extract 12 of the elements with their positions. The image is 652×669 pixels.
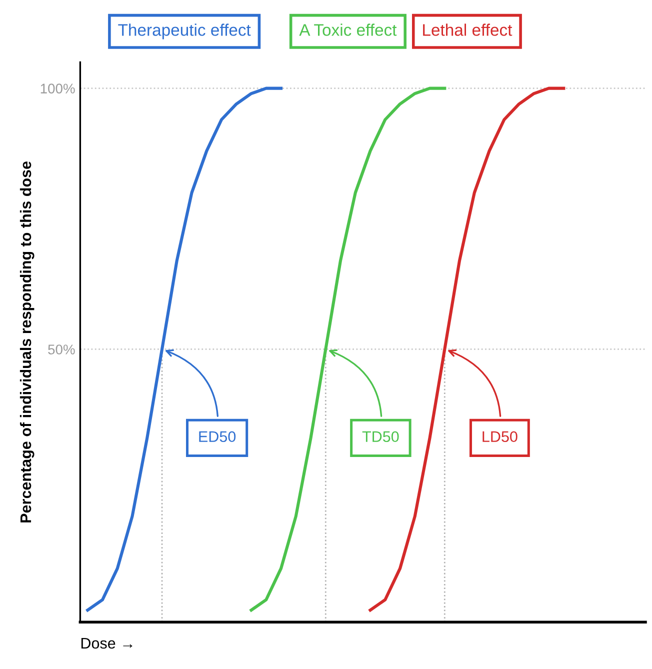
y-tick-label: 100%: [40, 84, 75, 94]
annotation: LD50: [482, 431, 518, 442]
y-tick-label: 50%: [48, 344, 75, 354]
annotation: TD50: [362, 431, 399, 442]
line-series: [250, 86, 446, 612]
text: A Toxic effect: [299, 24, 397, 36]
text: Lethal effect: [423, 24, 512, 36]
x-axis-title: Dose →: [81, 638, 132, 649]
text: Therapeutic effect: [118, 24, 251, 40]
line-series: [86, 86, 283, 612]
y-axis-title: Percentage of individuals responding to this dose: [20, 161, 34, 522]
annotation: ED50: [199, 431, 236, 442]
